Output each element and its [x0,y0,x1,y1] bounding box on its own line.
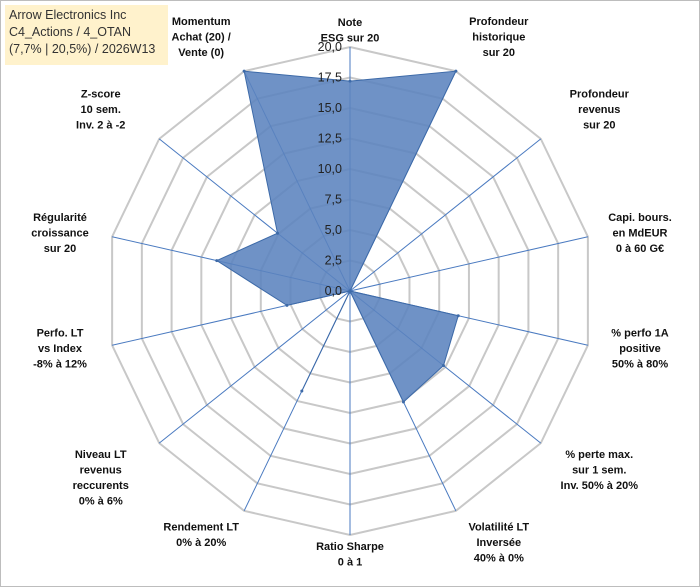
series-area [215,70,459,403]
chart-title-box: Arrow Electronics Inc C4_Actions / 4_OTA… [5,5,168,65]
data-point [285,303,289,307]
axis-label: croissance [31,227,88,239]
axis-label: % perfo 1A [611,328,669,340]
data-point [401,400,405,404]
title-line-1: Arrow Electronics Inc [9,8,127,22]
axis-label: 0% à 6% [79,496,123,508]
axis-label: revenus [578,104,620,116]
data-point [215,259,219,263]
data-point [441,364,445,368]
axis-label: historique [472,32,525,44]
axis-label: positive [619,343,661,355]
axis-label: Capi. bours. [608,212,672,224]
axis-label: Achat (20) / [172,32,231,44]
axis-label: en MdEUR [613,227,668,239]
tick-label: 20,0 [318,40,342,54]
axis-label: 10 sem. [81,104,121,116]
title-line-2: C4_Actions / 4_OTAN [9,25,132,39]
axis-label: 0% à 20% [176,537,226,549]
title-line-3: (7,7% | 20,5%) / 2026W13 [9,42,156,56]
tick-label: 7,5 [325,193,342,207]
axis-label: sur 1 sem. [572,465,626,477]
data-point [242,69,246,73]
tick-label: 17,5 [318,71,342,85]
axis-label: sur 20 [483,47,515,59]
tick-label: 15,0 [318,101,342,115]
tick-label: 10,0 [318,162,342,176]
axis-label: Profondeur [570,88,630,100]
axis-label: reccurents [73,480,129,492]
axis-label: Z-score [81,88,121,100]
radar-tick-labels: 0,0 2,5 5,0 7,5 10,0 12,5 15,0 17,5 20,0 [318,40,342,298]
data-point [454,69,458,73]
axis-label: 40% à 0% [474,552,524,564]
axis-label: sur 20 [583,119,615,131]
axis-label: sur 20 [44,243,76,255]
tick-label: 12,5 [318,132,342,146]
axis-label: Régularité [33,212,87,224]
axis-label: Momentum [172,16,231,28]
axis-label: Vente (0) [178,47,224,59]
axis-label: 50% à 80% [612,359,668,371]
data-point [276,231,280,235]
axis-label: 0 à 60 G€ [616,243,664,255]
axis-label: Ratio Sharpe [316,541,384,553]
data-point [456,314,460,318]
spoke-line [349,236,588,292]
axis-label: vs Index [38,343,83,355]
data-point [348,79,352,83]
tick-label: 2,5 [325,254,342,268]
data-point [348,289,352,293]
radar-series [215,69,460,404]
axis-label: 0 à 1 [338,557,362,569]
tick-label: 0,0 [325,284,342,298]
axis-label: Rendement LT [163,521,239,533]
axis-label: Note [338,17,362,29]
axis-label: Perfo. LT [37,328,84,340]
radar-axis-labels: Note ESG sur 20 Profondeur historique sur 20… [31,16,672,568]
data-point [300,389,304,393]
axis-label: Inv. 2 à -2 [76,119,125,131]
axis-label: ESG sur 20 [321,33,380,45]
axis-label: -8% à 12% [33,359,87,371]
spoke-line [349,138,542,292]
axis-label: revenus [80,465,122,477]
tick-label: 5,0 [325,223,342,237]
axis-label: Volatilité LT [468,521,529,533]
spoke-line [158,290,351,444]
axis-label: Inv. 50% à 20% [561,480,639,492]
axis-label: Profondeur [469,16,529,28]
axis-label: Inversée [476,537,521,549]
axis-label: % perte max. [565,449,633,461]
axis-label: Niveau LT [75,449,127,461]
